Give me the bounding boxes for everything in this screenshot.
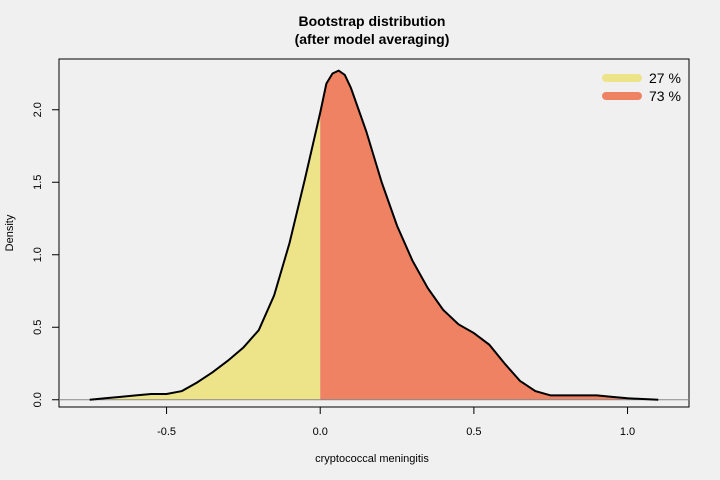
y-axis-label: Density xyxy=(4,214,16,251)
y-axis: 0.0 0.5 1.0 1.5 2.0 xyxy=(32,102,59,407)
chart-title: Bootstrap distribution xyxy=(299,13,446,29)
chart-subtitle: (after model averaging) xyxy=(295,31,450,47)
legend-label-73: 73 % xyxy=(649,88,681,104)
density-area-1 xyxy=(320,70,659,400)
x-tick-label: 0.5 xyxy=(466,426,481,438)
y-tick-label: 0.5 xyxy=(32,320,44,335)
x-axis: -0.5 0.0 0.5 1.0 xyxy=(157,407,635,438)
x-tick-label: 1.0 xyxy=(620,426,635,438)
y-tick-label: 1.0 xyxy=(32,247,44,262)
y-tick-label: 2.0 xyxy=(32,102,44,117)
x-tick-label: 0.0 xyxy=(313,426,328,438)
x-axis-label: cryptococcal meningitis xyxy=(315,453,429,465)
density-areas xyxy=(89,70,659,400)
legend: 27 % 73 % xyxy=(602,70,681,104)
plot-frame xyxy=(58,58,690,408)
y-tick-label: 0.0 xyxy=(32,392,44,407)
legend-label-27: 27 % xyxy=(649,70,681,86)
y-tick-label: 1.5 xyxy=(32,175,44,190)
density-area-0 xyxy=(89,112,321,400)
x-tick-label: -0.5 xyxy=(157,426,176,438)
density-curve xyxy=(89,69,659,401)
